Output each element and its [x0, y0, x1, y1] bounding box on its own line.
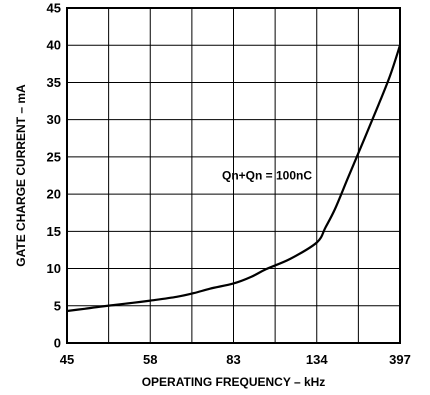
- y-tick-label: 20: [47, 187, 61, 202]
- y-tick-label: 35: [47, 75, 61, 90]
- plot-frame: [66, 7, 401, 344]
- x-tick-label: 134: [306, 352, 328, 367]
- x-tick-label: 397: [389, 352, 411, 367]
- y-tick-label: 0: [54, 336, 61, 351]
- y-tick-label: 45: [47, 1, 61, 16]
- x-tick-label: 45: [60, 352, 74, 367]
- y-tick-label: 25: [47, 149, 61, 164]
- y-tick-label: 10: [47, 261, 61, 276]
- y-tick-label: 40: [47, 38, 61, 53]
- x-tick-label: 83: [226, 352, 240, 367]
- series-line: [66, 44, 402, 313]
- y-tick-label: 30: [47, 112, 61, 127]
- y-tick-labels: 0 5 10 15 20 25 30 35 40 45: [47, 1, 61, 351]
- grid: [67, 8, 400, 343]
- x-tick-label: 58: [143, 352, 157, 367]
- y-axis-label: GATE CHARGE CURRENT – mA: [14, 84, 28, 267]
- y-tick-label: 5: [54, 298, 61, 313]
- annotation-label: Qn+Qn = 100nC: [222, 169, 312, 183]
- x-axis-label: OPERATING FREQUENCY – kHz: [142, 375, 326, 389]
- y-tick-label: 15: [47, 224, 61, 239]
- x-tick-labels: 45 58 83 134 397: [60, 352, 411, 367]
